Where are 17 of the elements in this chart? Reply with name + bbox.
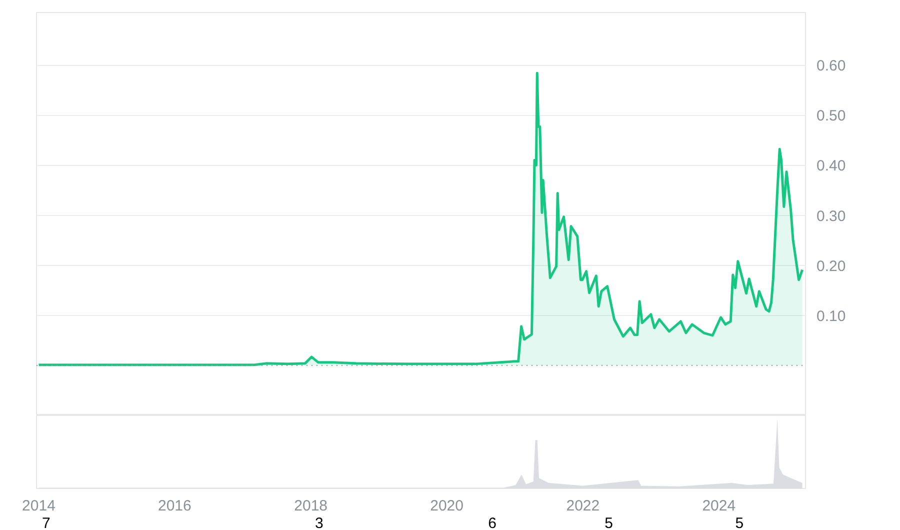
x-tick-label: 2018 <box>294 498 328 514</box>
x-tick-label: 2020 <box>430 498 464 514</box>
y-tick-label: 0.50 <box>816 108 846 125</box>
y-tick-label: 0.60 <box>816 58 846 75</box>
x-tick-label: 2024 <box>702 498 736 514</box>
text: 6 <box>488 515 496 530</box>
y-tick-label: 0.30 <box>816 208 846 225</box>
y-tick-label: 0.20 <box>816 258 846 275</box>
y-tick-label: 0.10 <box>816 308 846 325</box>
x-tick-label: 2016 <box>158 498 192 514</box>
text: 3 <box>315 515 324 530</box>
x-tick-label: 2014 <box>22 498 56 514</box>
text: 5 <box>735 515 744 530</box>
y-tick-label: 0.40 <box>816 158 846 175</box>
text: 5 <box>604 515 613 530</box>
text: 7 <box>42 515 50 530</box>
x-tick-label: 2022 <box>566 498 600 514</box>
